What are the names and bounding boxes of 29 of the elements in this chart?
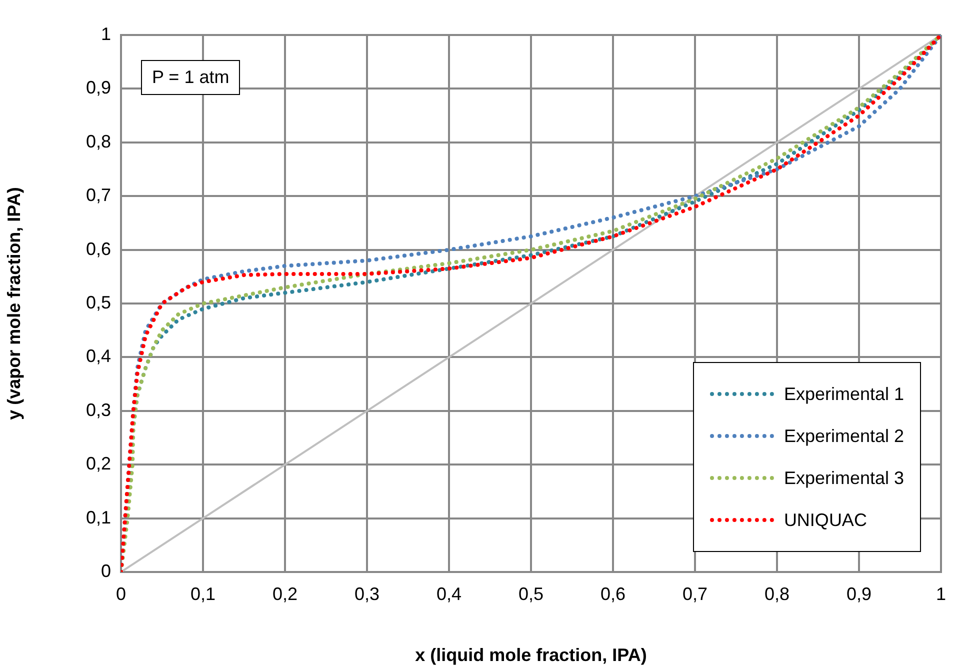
legend-label: UNIQUAC — [784, 510, 867, 530]
y-tick-label: 0,5 — [86, 292, 111, 312]
x-tick-label: 0,7 — [682, 584, 708, 604]
y-tick-label: 0,7 — [86, 185, 111, 206]
x-tick-label: 0,2 — [272, 584, 298, 604]
legend-label: Experimental 1 — [784, 384, 904, 404]
x-tick-label: 0,8 — [764, 584, 790, 604]
x-tick-label: 0 — [116, 584, 126, 604]
y-tick-label: 0,4 — [86, 346, 111, 366]
y-tick-label: 0,1 — [86, 507, 111, 528]
x-tick-label: 0,5 — [518, 584, 544, 604]
x-tick-label: 0,3 — [354, 584, 380, 604]
x-tick-label: 0,6 — [600, 584, 626, 604]
y-axis-title: y (vapor mole fraction, IPA) — [4, 187, 24, 420]
legend-label: Experimental 3 — [784, 468, 904, 488]
y-tick-label: 0,8 — [86, 131, 111, 152]
x-tick-label: 0,9 — [846, 584, 872, 604]
y-tick-label: 1 — [100, 24, 111, 44]
y-tick-label: 0,6 — [86, 238, 111, 259]
y-tick-label: 0,2 — [86, 454, 111, 474]
y-tick-label: 0,9 — [86, 78, 111, 98]
x-tick-label: 0,4 — [436, 584, 462, 604]
annotation: P = 1 atm — [141, 60, 240, 95]
y-tick-label: 0,3 — [86, 400, 111, 420]
legend-label: Experimental 2 — [784, 426, 904, 446]
y-tick-label: 0 — [100, 560, 111, 581]
x-axis-title: x (liquid mole fraction, IPA) — [415, 645, 647, 666]
x-tick-label: 1 — [936, 584, 946, 604]
x-tick-label: 0,1 — [190, 584, 216, 604]
